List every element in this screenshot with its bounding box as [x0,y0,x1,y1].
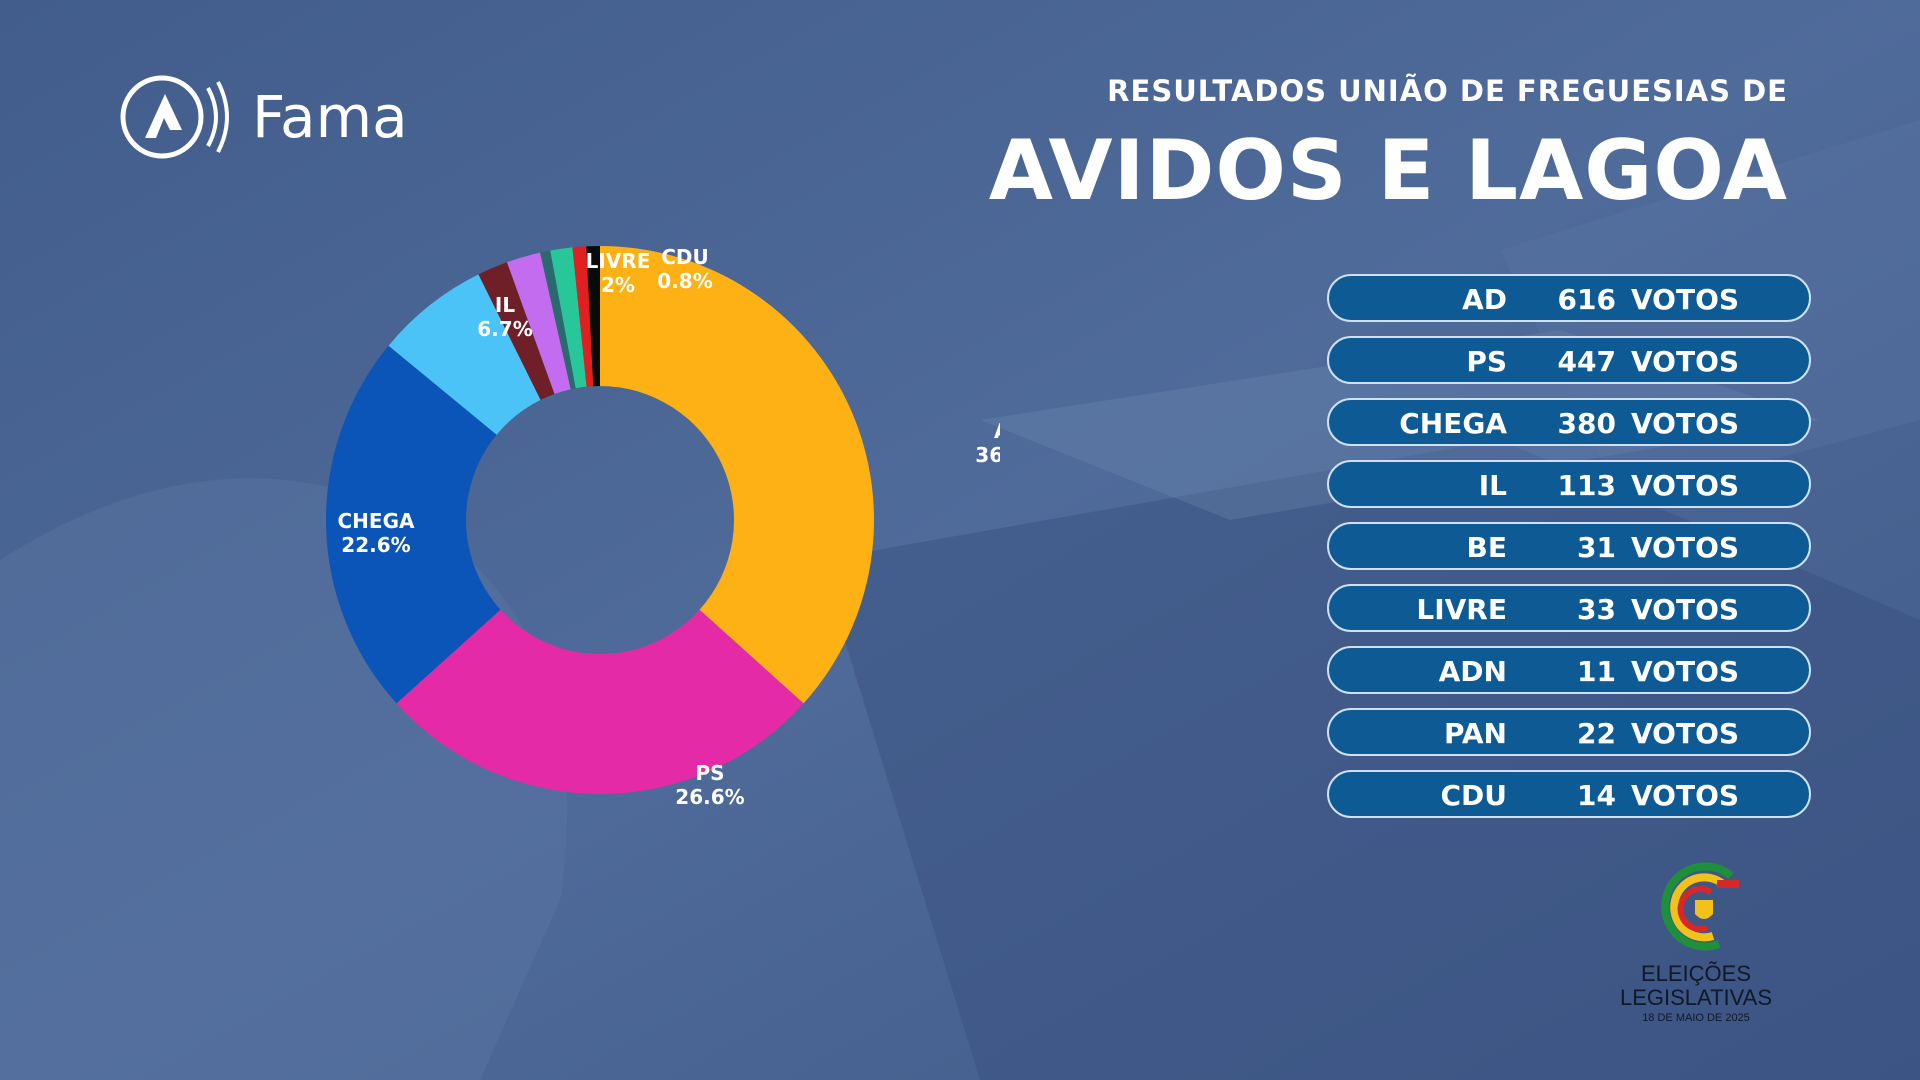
party-name: CHEGA [1399,407,1507,440]
party-name: PAN [1443,717,1507,750]
result-row: LIVRE 33 VOTOS [1327,584,1811,632]
vote-count: 22 [1577,717,1616,750]
slice-value-il: 6.7% [477,317,532,341]
slice-label-livre: LIVRE [586,249,651,273]
vote-count: 31 [1577,531,1616,564]
donut-slice [550,247,587,389]
vote-unit: VOTOS [1631,593,1740,626]
donut-slice-chega [326,345,501,704]
party-name: IL [1478,469,1507,502]
vote-count: 113 [1557,469,1616,502]
slice-value-chega: 22.6% [341,533,410,557]
result-row: CHEGA 380 VOTOS [1327,398,1811,446]
vote-unit: VOTOS [1631,717,1740,750]
donut-slice-ad [600,246,874,704]
vote-unit: VOTOS [1631,779,1740,812]
party-name: AD [1462,283,1507,316]
result-row: IL 113 VOTOS [1327,460,1811,508]
donut-slice-livre [507,252,571,394]
party-name: ADN [1438,655,1507,688]
slice-label-cdu: CDU [661,245,709,269]
vote-count: 447 [1557,345,1616,378]
party-name: CDU [1440,779,1507,812]
result-row: PAN 22 VOTOS [1327,708,1811,756]
vote-count: 380 [1557,407,1616,440]
vote-count: 33 [1577,593,1616,626]
vote-unit: VOTOS [1631,345,1740,378]
result-row: BE 31 VOTOS [1327,522,1811,570]
result-row: CDU 14 VOTOS [1327,770,1811,818]
donut-slice-ps [396,609,804,794]
slice-label-il: IL [495,293,515,317]
brand-logo: Fama [120,72,408,162]
donut-slice-il [388,274,541,435]
slice-label-ad: AD [994,419,1000,443]
vote-unit: VOTOS [1631,655,1740,688]
page-subtitle: RESULTADOS UNIÃO DE FREGUESIAS DE [1107,74,1788,108]
eleicoes-legislativas-emblem [1661,862,1739,951]
result-row: AD 616 VOTOS [1327,274,1811,322]
vote-count: 14 [1577,779,1616,812]
party-name: PS [1466,345,1507,378]
vote-unit: VOTOS [1631,283,1740,316]
page-title: AVIDOS E LAGOA [988,122,1788,219]
election-date: 18 DE MAIO DE 2025 [1642,1012,1750,1024]
vote-unit: VOTOS [1631,407,1740,440]
donut-slice [572,246,594,387]
slice-value-ad: 36.6% [975,443,1000,467]
election-line2: LEGISLATIVAS [1619,985,1773,1010]
slice-value-livre: 2% [601,273,635,297]
vote-count: 616 [1557,283,1616,316]
vote-count: 11 [1577,655,1616,688]
result-row: ADN 11 VOTOS [1327,646,1811,694]
donut-slice-cdu [586,246,600,387]
election-line1: ELEIÇÕES [1640,961,1752,986]
party-name: LIVRE [1416,593,1507,626]
slice-label-chega: CHEGA [338,509,415,533]
donut-slice [478,262,555,400]
election-logo: ELEIÇÕES LEGISLATIVAS 18 DE MAIO DE 2025 [1616,858,1776,1024]
party-name: BE [1466,531,1507,564]
fama-logo-icon [120,75,229,159]
result-row: PS 447 VOTOS [1327,336,1811,384]
donut-slice [540,250,576,390]
slice-value-ps: 26.6% [675,785,744,809]
brand-name: Fama [252,83,408,151]
vote-unit: VOTOS [1631,531,1740,564]
vote-unit: VOTOS [1631,469,1740,502]
slice-label-ps: PS [695,761,724,785]
slice-value-cdu: 0.8% [657,269,712,293]
results-list: AD 616 VOTOS PS 447 VOTOS CHEGA 380 VOTOS IL 113 VO… [1327,274,1811,832]
